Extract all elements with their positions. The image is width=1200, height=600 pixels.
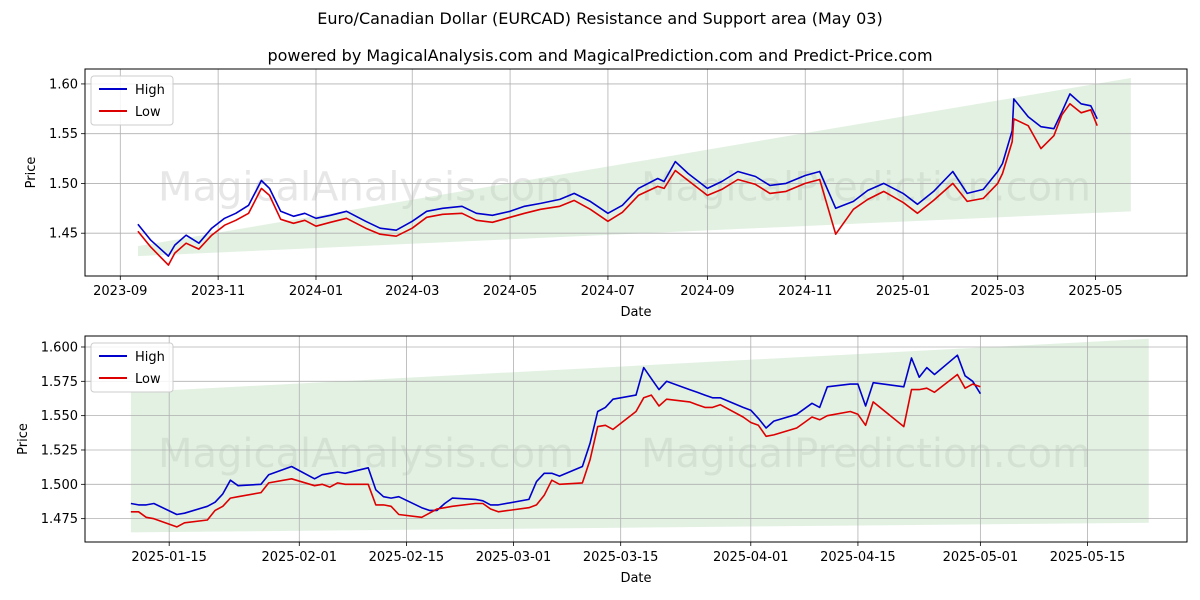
chart-subtitle: powered by MagicalAnalysis.com and Magic… — [267, 46, 933, 65]
y-tick-label: 1.45 — [49, 227, 78, 242]
chart-top: MagicalAnalysis.com MagicalPrediction.com… — [24, 68, 1188, 320]
series-line-high — [130, 354, 982, 516]
x-tick-label: 2024-01 — [289, 284, 343, 299]
x-tick-label: 2024-11 — [778, 284, 832, 299]
x-tick-label: 2023-09 — [93, 284, 147, 299]
x-tick-label: 2025-04-15 — [820, 550, 896, 565]
y-tick-label: 1.525 — [41, 443, 78, 458]
series-line-low — [137, 103, 1098, 266]
legend-label-high: High — [135, 83, 165, 98]
x-tick-label: 2024-09 — [680, 284, 734, 299]
y-tick-label: 1.55 — [49, 127, 78, 142]
chart-title: Euro/Canadian Dollar (EURCAD) Resistance… — [317, 9, 883, 28]
y-axis-label: Price — [24, 157, 39, 189]
x-tick-label: 2025-02-15 — [369, 550, 445, 565]
x-tick-label: 2024-03 — [385, 284, 439, 299]
x-tick-label: 2025-04-01 — [713, 550, 789, 565]
legend-label-low: Low — [135, 372, 161, 387]
x-tick-label: 2025-05-15 — [1050, 550, 1126, 565]
support-resistance-band — [130, 338, 1149, 533]
legend-label-low: Low — [135, 105, 161, 120]
plot-frame — [84, 335, 1188, 543]
y-axis-label: Price — [16, 423, 31, 455]
plot-frame — [84, 68, 1188, 277]
watermark-text: MagicalPrediction.com — [641, 431, 1091, 477]
x-tick-label: 2024-05 — [483, 284, 537, 299]
watermark-text: MagicalAnalysis.com — [158, 165, 574, 211]
watermark-text: MagicalAnalysis.com — [158, 431, 574, 477]
y-tick-label: 1.575 — [41, 375, 78, 390]
x-tick-label: 2025-05 — [1068, 284, 1122, 299]
legend-label-high: High — [135, 350, 165, 365]
support-resistance-band — [137, 77, 1131, 257]
x-tick-label: 2025-01 — [876, 284, 930, 299]
series-line-low — [130, 373, 981, 528]
y-tick-label: 1.60 — [49, 77, 78, 92]
x-tick-label: 2024-07 — [581, 284, 635, 299]
y-tick-label: 1.50 — [49, 177, 78, 192]
x-tick-label: 2023-11 — [191, 284, 245, 299]
watermark-text: MagicalPrediction.com — [641, 165, 1091, 211]
chart-bottom: MagicalAnalysis.com MagicalPrediction.com… — [16, 335, 1188, 586]
y-tick-label: 1.475 — [41, 512, 78, 527]
series-line-high — [137, 93, 1098, 257]
x-axis-label: Date — [620, 305, 651, 320]
y-tick-label: 1.600 — [41, 340, 78, 355]
x-axis-label: Date — [620, 571, 651, 586]
x-tick-label: 2025-03-15 — [583, 550, 659, 565]
x-tick-label: 2025-03 — [971, 284, 1025, 299]
y-tick-label: 1.550 — [41, 409, 78, 424]
y-tick-label: 1.500 — [41, 478, 78, 493]
x-tick-label: 2025-02-01 — [261, 550, 337, 565]
x-tick-label: 2025-03-01 — [476, 550, 552, 565]
x-tick-label: 2025-01-15 — [131, 550, 207, 565]
x-tick-label: 2025-05-01 — [943, 550, 1019, 565]
